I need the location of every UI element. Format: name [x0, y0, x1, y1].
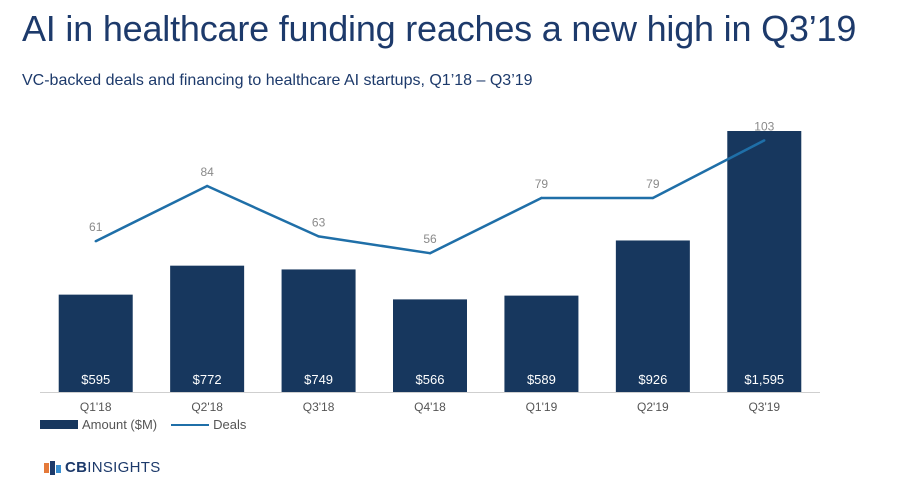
x-tick-label: Q1'18 — [80, 400, 112, 414]
deals-value-label: 63 — [312, 215, 326, 229]
bar-value-label: $772 — [193, 372, 222, 387]
deals-value-label: 79 — [535, 177, 549, 191]
legend-label-deals: Deals — [213, 417, 247, 432]
x-tick-label: Q2'18 — [191, 400, 223, 414]
legend-swatch-amount — [40, 420, 78, 429]
legend: Amount ($M) Deals — [40, 417, 260, 432]
deals-point — [540, 196, 543, 200]
x-tick-label: Q4'18 — [414, 400, 446, 414]
x-tick-label: Q1'19 — [526, 400, 558, 414]
bar-amount — [727, 131, 802, 392]
bar-value-label: $589 — [527, 372, 556, 387]
bar-value-label: $595 — [81, 372, 110, 387]
deals-value-label: 61 — [89, 220, 103, 234]
legend-swatch-deals — [171, 423, 210, 426]
deals-value-label: 56 — [423, 232, 437, 246]
x-tick-label: Q2'19 — [637, 400, 669, 414]
bar-amount — [393, 299, 467, 392]
brand-cb: CB — [65, 459, 88, 476]
deals-value-label: 84 — [200, 165, 214, 179]
deals-point — [94, 240, 97, 243]
chart-title: AI in healthcare funding reaches a new h… — [22, 8, 857, 49]
bar-value-label: $566 — [416, 372, 445, 387]
bar-value-label: $926 — [638, 372, 667, 387]
bar-value-label: $1,595 — [744, 372, 784, 387]
deals-point — [317, 235, 320, 238]
bar-amount — [504, 295, 579, 392]
bar-amount — [58, 294, 133, 392]
legend-label-amount: Amount ($M) — [82, 417, 158, 432]
legend-item-deals: Deals — [171, 417, 246, 432]
deals-value-label: 103 — [754, 119, 774, 133]
deals-value-label: 79 — [646, 177, 660, 191]
legend-item-amount: Amount ($M) — [40, 417, 157, 432]
bar-amount — [170, 265, 245, 392]
brand-insights: INSIGHTS — [87, 459, 161, 476]
deals-point — [428, 252, 432, 255]
cb-insights-logo-icon — [44, 460, 61, 475]
bar-amount — [281, 269, 356, 392]
bar-value-label: $749 — [304, 372, 333, 387]
deals-point — [763, 139, 766, 142]
chart-subtitle: VC-backed deals and financing to healthc… — [22, 72, 533, 89]
bar-amount — [615, 240, 690, 392]
x-tick-label: Q3'18 — [303, 400, 335, 414]
deals-point — [651, 196, 655, 200]
deals-point — [205, 184, 209, 188]
cb-insights-logo: CB INSIGHTS — [44, 459, 161, 476]
x-tick-label: Q3'19 — [748, 400, 780, 414]
